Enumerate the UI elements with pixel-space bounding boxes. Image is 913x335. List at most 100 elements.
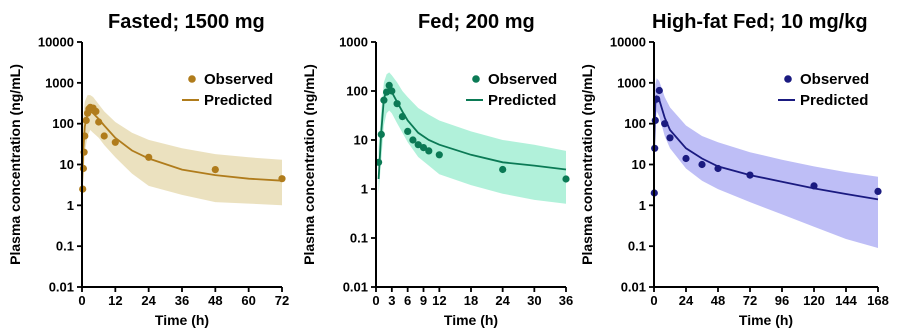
observed-point [211, 166, 219, 174]
prediction-interval-band [654, 78, 878, 248]
x-tick-label: 144 [835, 293, 857, 308]
y-tick-label: 1000 [339, 35, 368, 50]
observed-point [499, 165, 507, 174]
x-tick-label: 48 [711, 293, 725, 308]
observed-point [82, 116, 90, 124]
x-axis-label: Time (h) [739, 312, 793, 328]
x-tick-label: 24 [141, 293, 156, 308]
y-tick-label: 0.01 [49, 280, 74, 295]
x-tick-label: 6 [404, 293, 411, 308]
observed-point [278, 175, 286, 183]
observed-point [79, 164, 87, 173]
observed-point [404, 127, 412, 135]
y-tick-label: 0.1 [628, 239, 646, 254]
observed-point [385, 81, 393, 89]
legend-label-predicted: Predicted [488, 92, 556, 109]
observed-point [100, 132, 108, 140]
chart-title: Fed; 200 mg [418, 11, 535, 33]
legend-label-observed: Observed [204, 71, 273, 88]
observed-point [746, 171, 754, 179]
y-tick-label: 0.01 [621, 280, 646, 295]
x-tick-label: 12 [432, 293, 446, 308]
observed-point [393, 100, 401, 108]
prediction-interval-band [82, 95, 282, 206]
prediction-interval-band [378, 72, 566, 204]
legend-marker-observed [188, 75, 196, 83]
chart-title: Fasted; 1500 mg [108, 11, 265, 33]
observed-point [419, 144, 428, 152]
observed-point [874, 187, 882, 195]
x-tick-label: 36 [559, 293, 573, 308]
chart-panel-1: Fasted; 1500 mg 0.01 0.1 1 10 100 1000 10000 0 12… [7, 11, 289, 328]
y-tick-label: 10000 [38, 35, 74, 50]
observed-point [409, 136, 417, 144]
x-tick-label: 72 [275, 293, 289, 308]
x-tick-label: 30 [527, 293, 541, 308]
chart-panel-3: High-fat Fed; 10 mg/kg 0.01 0.1 1 10 100 1000 1… [579, 11, 889, 328]
observed-point [655, 86, 663, 95]
observed-point [388, 87, 396, 95]
x-axis-label: Time (h) [444, 312, 498, 328]
x-tick-label: 0 [372, 293, 379, 308]
legend-marker-observed [472, 75, 480, 83]
x-tick-label: 24 [495, 293, 510, 308]
x-tick-label: 0 [650, 293, 657, 308]
x-tick-label: 3 [388, 293, 395, 308]
x-tick-label: 9 [420, 293, 427, 308]
y-tick-label: 100 [346, 84, 368, 99]
observed-point [425, 147, 433, 155]
y-axis-label: Plasma concentration (ng/mL) [579, 64, 595, 265]
observed-point [682, 154, 690, 163]
observed-point [714, 164, 722, 173]
y-tick-label: 10 [354, 133, 368, 148]
observed-point [414, 141, 422, 149]
x-tick-label: 120 [803, 293, 825, 308]
observed-point [666, 134, 674, 142]
y-tick-label: 1 [639, 198, 646, 213]
observed-point [562, 175, 570, 183]
observed-point [111, 138, 119, 146]
y-tick-label: 1 [67, 198, 74, 213]
x-tick-label: 96 [775, 293, 789, 308]
y-axis-label: Plasma concentration (ng/mL) [301, 64, 317, 265]
y-tick-label: 10 [60, 157, 74, 172]
y-tick-label: 100 [52, 116, 74, 131]
x-tick-label: 12 [108, 293, 122, 308]
x-tick-label: 0 [78, 293, 85, 308]
x-tick-label: 18 [464, 293, 478, 308]
y-tick-label: 1000 [617, 75, 646, 90]
observed-point [95, 118, 103, 126]
observed-point [92, 107, 100, 115]
observed-point [661, 120, 669, 128]
x-tick-label: 168 [867, 293, 889, 308]
y-tick-label: 1000 [45, 75, 74, 90]
legend-marker-observed [784, 75, 792, 83]
x-tick-label: 72 [743, 293, 757, 308]
observed-point [380, 96, 388, 104]
chart-title: High-fat Fed; 10 mg/kg [652, 11, 868, 33]
observed-point [698, 160, 706, 169]
x-tick-label: 36 [175, 293, 189, 308]
x-tick-label: 24 [679, 293, 694, 308]
observed-point [435, 151, 443, 159]
x-tick-label: 48 [208, 293, 222, 308]
observed-point [398, 113, 406, 121]
y-axis-label: Plasma concentration (ng/mL) [7, 64, 23, 265]
observed-point [377, 130, 385, 138]
y-tick-label: 10000 [610, 35, 646, 50]
y-tick-label: 0.01 [343, 280, 368, 295]
legend-label-predicted: Predicted [800, 92, 868, 109]
observed-point [810, 182, 818, 190]
observed-point [145, 153, 153, 161]
legend-label-observed: Observed [488, 71, 557, 88]
y-tick-label: 100 [624, 116, 646, 131]
y-tick-label: 0.1 [56, 239, 74, 254]
x-axis-label: Time (h) [155, 312, 209, 328]
legend-label-predicted: Predicted [204, 92, 272, 109]
y-tick-label: 0.1 [350, 231, 368, 246]
legend-label-observed: Observed [800, 71, 869, 88]
y-tick-label: 10 [632, 157, 646, 172]
x-tick-label: 60 [241, 293, 255, 308]
